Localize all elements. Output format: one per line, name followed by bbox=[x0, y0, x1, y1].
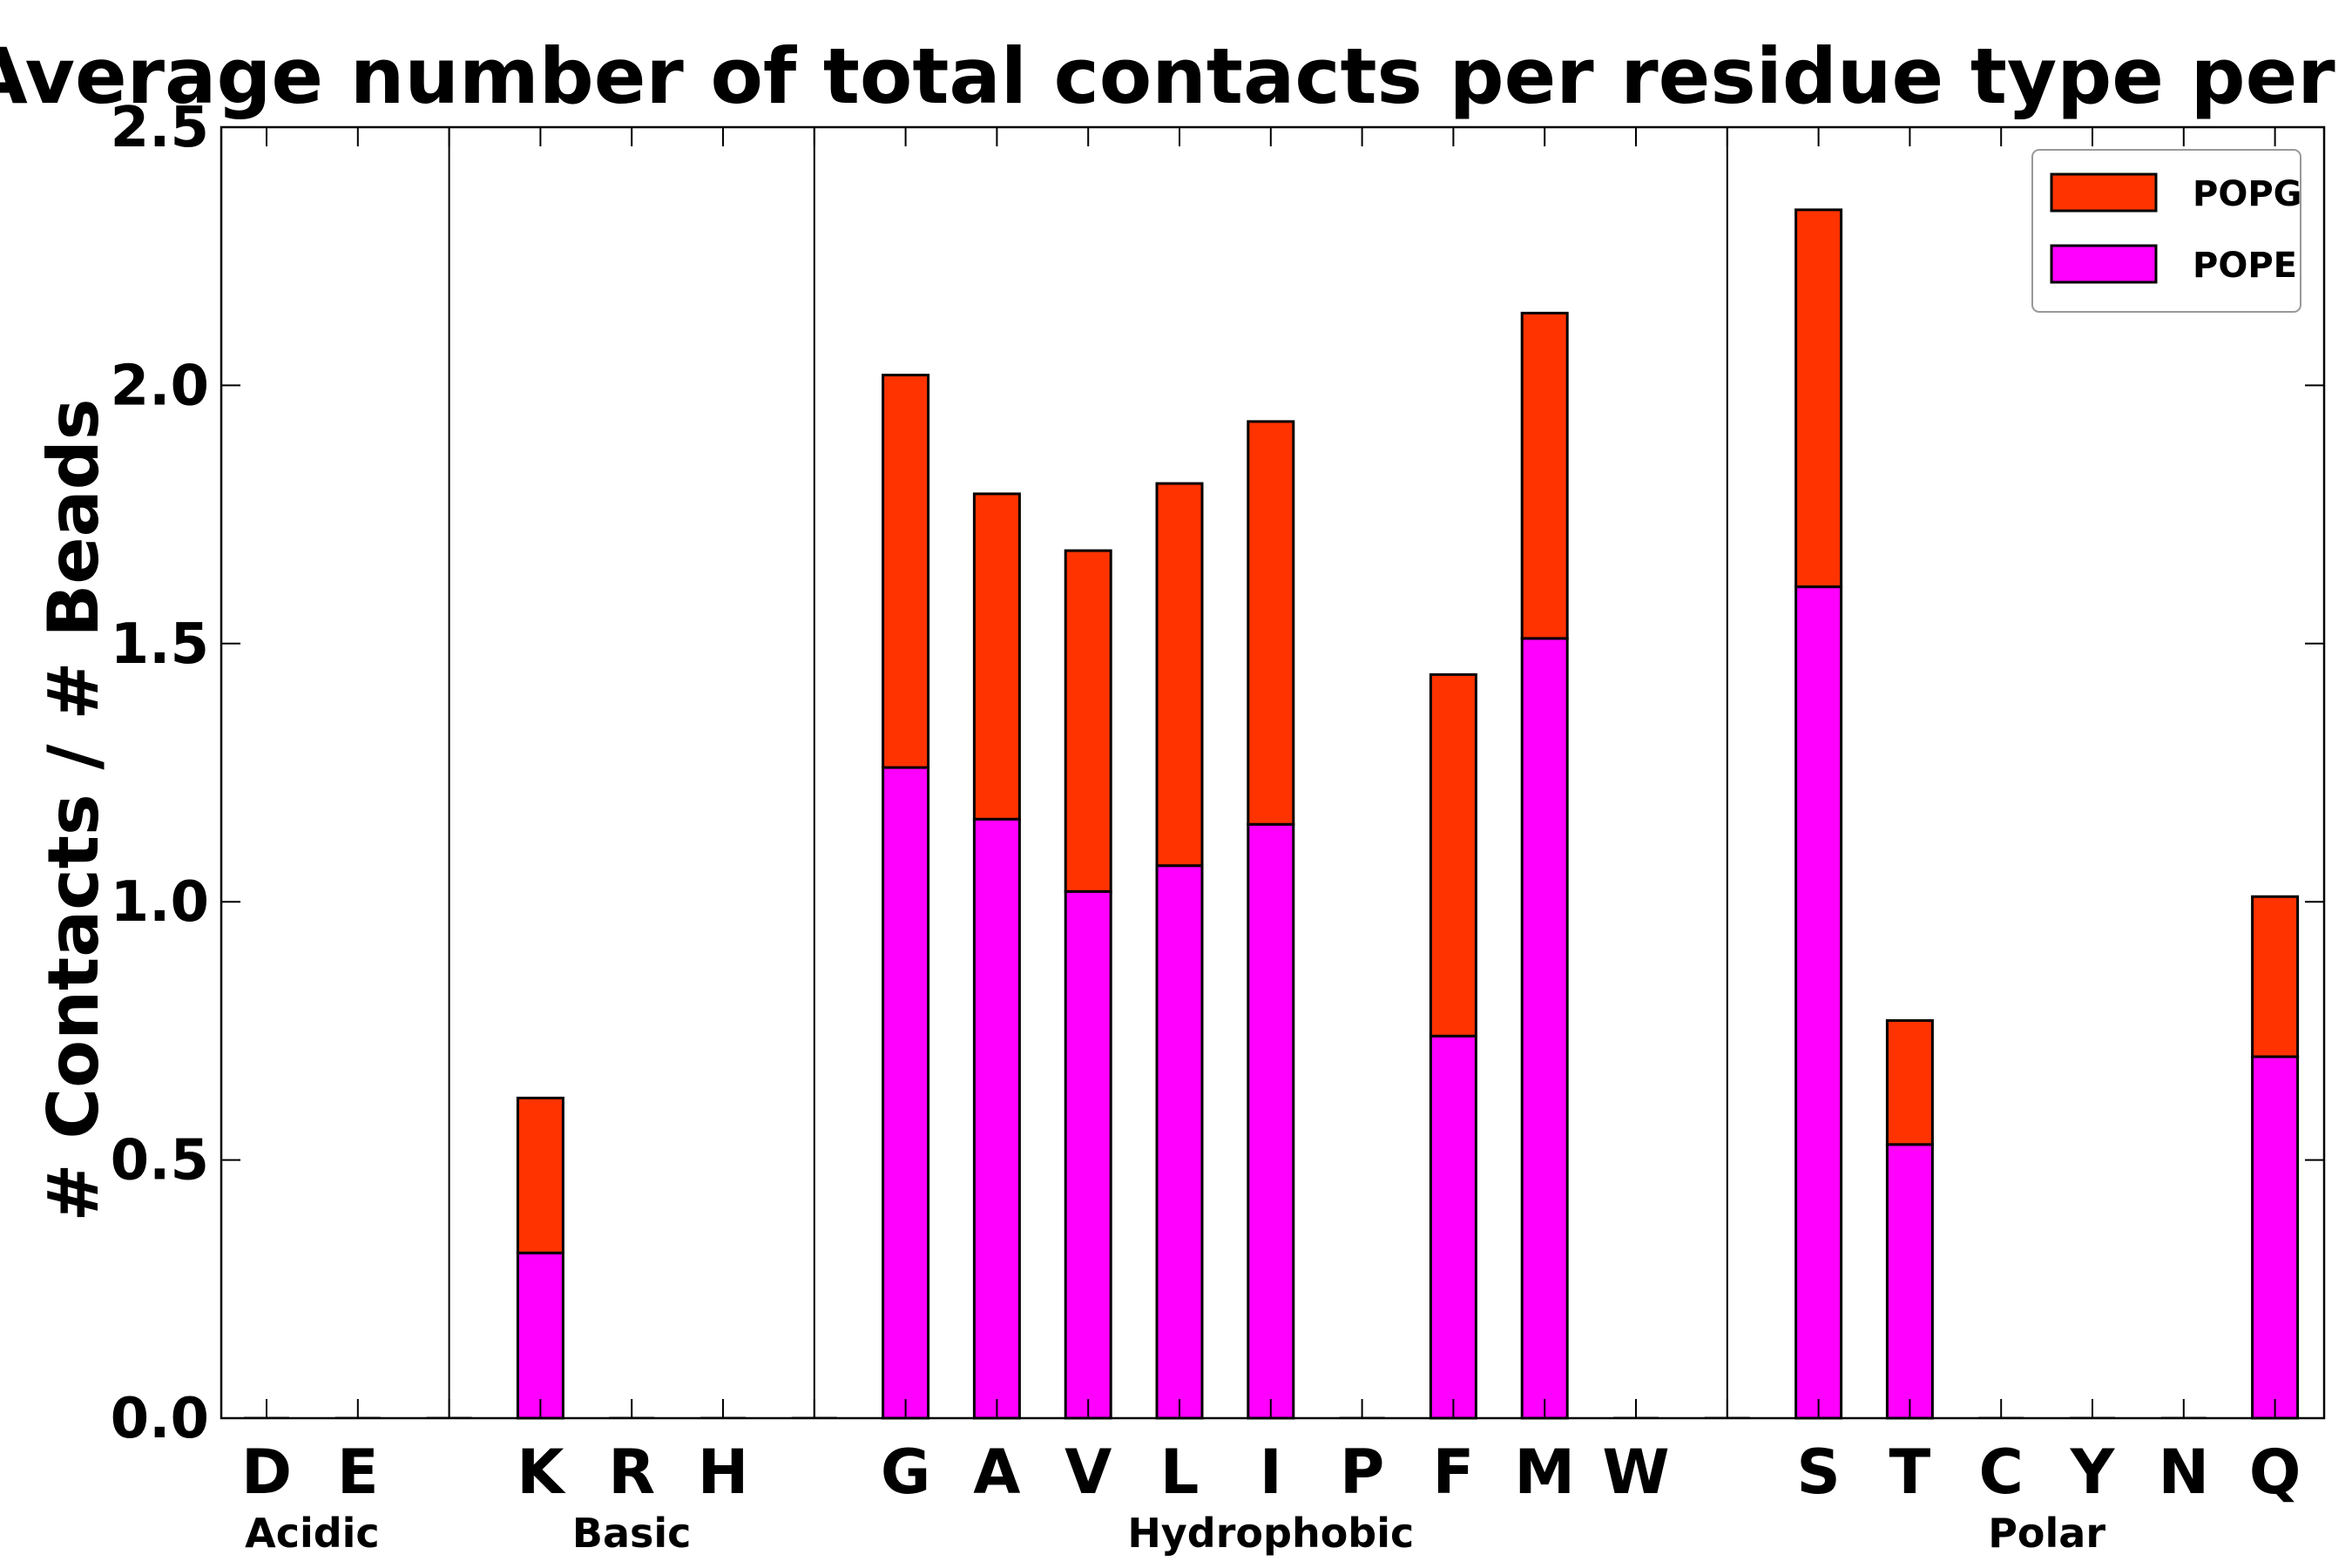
xtick-label-S: S bbox=[1796, 1436, 1840, 1508]
bar-pope-K bbox=[516, 1251, 564, 1420]
bar-popg-G bbox=[882, 374, 930, 769]
legend-label-popg: POPG bbox=[2193, 174, 2301, 214]
xtick-label-P: P bbox=[1340, 1436, 1384, 1508]
xtick-label-W: W bbox=[1602, 1436, 1669, 1508]
xtick-label-C: C bbox=[1979, 1436, 2024, 1508]
bar-popg-I bbox=[1247, 420, 1295, 826]
y-axis-label: # Contacts / # Beads bbox=[33, 399, 114, 1222]
xtick-label-R: R bbox=[608, 1436, 655, 1508]
legend: POPG POPE bbox=[2031, 149, 2301, 313]
bar-popg-Q bbox=[2251, 895, 2300, 1058]
bar-popg-A bbox=[972, 492, 1021, 821]
bar-popg-V bbox=[1064, 549, 1112, 893]
bar-popg-S bbox=[1794, 208, 1843, 589]
xtick-label-L: L bbox=[1160, 1436, 1200, 1508]
group-label-acidic: Acidic bbox=[245, 1510, 380, 1557]
chart-title: Average number of total contacts per res… bbox=[0, 31, 2352, 121]
ytick-label-0: 0.0 bbox=[111, 1387, 209, 1451]
xtick-label-V: V bbox=[1064, 1436, 1112, 1508]
bar-popg-L bbox=[1155, 482, 1204, 868]
group-label-basic: Basic bbox=[572, 1510, 692, 1557]
xtick-label-Q: Q bbox=[2249, 1436, 2301, 1508]
xtick-label-N: N bbox=[2159, 1436, 2210, 1508]
bar-popg-T bbox=[1885, 1019, 1934, 1146]
xtick-label-M: M bbox=[1514, 1436, 1575, 1508]
bar-pope-M bbox=[1520, 637, 1569, 1420]
bar-pope-A bbox=[972, 817, 1021, 1420]
ytick-label-1: 0.5 bbox=[111, 1129, 209, 1193]
xtick-label-I: I bbox=[1260, 1436, 1282, 1508]
xtick-label-K: K bbox=[517, 1436, 566, 1508]
legend-swatch-popg bbox=[2050, 172, 2158, 213]
bar-popg-M bbox=[1520, 311, 1569, 640]
bar-pope-V bbox=[1064, 889, 1112, 1420]
bar-pope-Q bbox=[2251, 1055, 2300, 1420]
bar-popg-K bbox=[516, 1096, 564, 1254]
bar-pope-F bbox=[1429, 1034, 1477, 1420]
legend-swatch-pope bbox=[2050, 244, 2158, 284]
bar-pope-I bbox=[1247, 822, 1295, 1420]
bar-pope-S bbox=[1794, 585, 1843, 1420]
bar-pope-G bbox=[882, 766, 930, 1420]
xtick-label-T: T bbox=[1889, 1436, 1931, 1508]
xtick-label-Y: Y bbox=[2070, 1436, 2116, 1508]
xtick-label-D: D bbox=[241, 1436, 292, 1508]
bar-pope-L bbox=[1155, 864, 1204, 1420]
ytick-label-2: 1.0 bbox=[111, 870, 209, 935]
bar-popg-F bbox=[1429, 672, 1477, 1037]
xtick-label-E: E bbox=[337, 1436, 379, 1508]
ytick-label-5: 2.5 bbox=[111, 96, 209, 160]
xtick-label-F: F bbox=[1432, 1436, 1474, 1508]
xtick-label-A: A bbox=[973, 1436, 1020, 1508]
plot-area: 0.0 0.5 1.0 1.5 2.0 2.5 D E K R H G A V L I P F M W S T C Y N Q Ac… bbox=[111, 96, 2326, 1557]
group-label-hydrophobic: Hydrophobic bbox=[1127, 1510, 1414, 1557]
bar-pope-T bbox=[1885, 1143, 1934, 1420]
plot-frame bbox=[220, 125, 2326, 1420]
ytick-label-3: 1.5 bbox=[111, 612, 209, 677]
group-label-polar: Polar bbox=[1988, 1510, 2105, 1557]
xtick-label-H: H bbox=[698, 1436, 749, 1508]
xtick-label-G: G bbox=[881, 1436, 930, 1508]
legend-label-pope: POPE bbox=[2193, 246, 2297, 286]
ytick-label-4: 2.0 bbox=[111, 354, 209, 418]
